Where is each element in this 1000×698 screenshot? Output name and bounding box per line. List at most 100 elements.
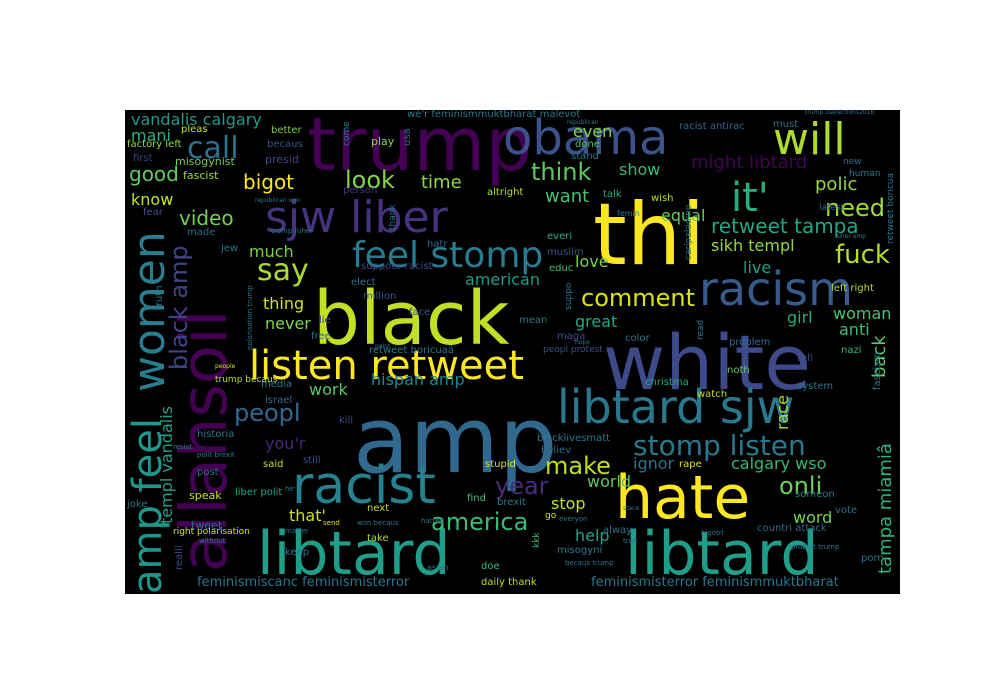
word-american: american — [465, 270, 540, 289]
word-doe: doe — [481, 561, 500, 572]
word-maga: maga — [557, 331, 586, 342]
word-calgary-wso: calgary wso — [731, 454, 827, 473]
word-peopl: peopl — [234, 399, 301, 427]
word-play: play — [371, 135, 395, 148]
word-obama: obama — [503, 110, 669, 166]
word-great: great — [575, 312, 618, 331]
word-republican-won: republican won — [255, 197, 301, 204]
word-peopl-protest: peopl protest — [543, 345, 603, 355]
word-face: face — [409, 307, 431, 318]
word-christma: christma — [645, 377, 689, 388]
word-made: made — [187, 227, 216, 238]
word-million: million — [363, 291, 397, 302]
word-left-right: left right — [831, 283, 874, 294]
word-thank: thank — [388, 204, 398, 230]
word-problem: problem — [729, 337, 771, 348]
word-hatred: hatred — [421, 517, 444, 525]
word-kill: kill — [339, 415, 354, 426]
word-polic: polic — [815, 174, 858, 195]
word-better: better — [271, 125, 302, 136]
word-year: year — [495, 472, 549, 500]
word-feminismisterror: feminismisterror feminismmuktbharat — [591, 575, 839, 590]
word-trump: trump — [307, 110, 533, 188]
word-ignor: ignor — [633, 454, 675, 473]
word-polit-brexit: polit brexit — [197, 451, 235, 459]
word-listen-retweet: listen retweet — [249, 343, 524, 389]
word-daily-thank: daily thank — [481, 577, 537, 588]
word-feel-stomp: feel stomp — [352, 235, 544, 276]
word-work: work — [309, 380, 348, 399]
word-rape: rape — [679, 459, 702, 470]
word-femin: femin — [617, 209, 640, 218]
word-keep: keep — [285, 547, 310, 558]
word-feminismiscanc: feminismiscanc feminismisterror — [197, 575, 410, 590]
word-fascist: fascist — [183, 169, 219, 182]
word-protest-trump: protest trump — [791, 543, 840, 551]
word-people: people — [215, 363, 236, 370]
word-your: you'r — [265, 434, 306, 453]
word-suppo: suppo — [564, 282, 574, 310]
word-will: will — [773, 114, 846, 165]
word-true: true — [623, 537, 638, 545]
word-tell: tell — [797, 353, 813, 364]
word-make: make — [545, 452, 611, 480]
word-america: america — [431, 508, 529, 536]
word-becaus-trump: becaus trump — [565, 559, 614, 567]
word-fuck: fuck — [835, 240, 890, 270]
word-wish: wish — [651, 193, 674, 204]
word-next: next — [367, 503, 390, 514]
word-media: media — [261, 379, 293, 390]
word-say: say — [257, 253, 309, 288]
word-libtard-2: libtard — [625, 519, 819, 589]
word-show: show — [619, 160, 661, 179]
word-find: find — [467, 493, 486, 504]
word-histori: historia — [197, 429, 235, 440]
word-help: help — [575, 526, 610, 545]
word-send: send — [323, 519, 340, 527]
word-call: call — [187, 131, 239, 166]
word-vandalis-calgary: vandalis calgary — [131, 110, 262, 129]
word-stop: stop — [551, 494, 586, 513]
word-alway: alway — [603, 525, 633, 536]
word-noth: noth — [727, 365, 750, 376]
word-israel: israel — [265, 395, 293, 406]
word-hate: hate — [615, 463, 751, 533]
word-polarisation-trump: polarisation trump — [246, 285, 254, 350]
word-come: come — [342, 121, 352, 146]
word-everi: everi — [547, 231, 573, 242]
word-time: time — [421, 172, 462, 193]
word-cloud: amp white black thi trump hate libtard l… — [125, 110, 900, 594]
word-everyon: everyon — [559, 515, 588, 523]
word-usa: usa — [402, 128, 413, 146]
word-woman: woman — [833, 304, 892, 323]
word-fear: fear — [143, 207, 163, 218]
word-girl: girl — [787, 308, 813, 327]
word-amp: amp — [353, 387, 558, 494]
word-matter: matter — [285, 527, 309, 535]
word-black-amp: black amp — [165, 245, 193, 370]
word-anti: anti — [839, 320, 870, 339]
word-mani: mani — [131, 126, 171, 145]
word-asian: asian — [427, 563, 449, 572]
word-hope: hope — [575, 339, 590, 346]
word-white: white — [603, 318, 811, 407]
word-muslim: muslim — [547, 247, 584, 258]
word-color: color — [625, 333, 650, 344]
word-racism: racism — [699, 262, 853, 316]
word-porn: porn — [861, 553, 884, 564]
word-talk: talk — [603, 189, 622, 200]
word-live: live — [743, 258, 772, 277]
word-even: even — [573, 122, 613, 141]
word-presid: presid — [265, 153, 299, 166]
word-suppoer-racist: suppoer racist — [361, 261, 433, 272]
word-look: look — [345, 166, 395, 194]
word-still: still — [303, 455, 321, 466]
word-latest: latest — [819, 203, 845, 213]
word-won-becaus: won becaus — [357, 519, 399, 527]
word-thing: thing — [263, 294, 305, 313]
word-hispan-amp: hispan amp — [371, 370, 465, 389]
word-free: free — [311, 331, 331, 342]
word-retweet-boricua: retweet boricua — [886, 173, 896, 244]
word-first: first — [133, 153, 153, 164]
word-race: race — [773, 394, 792, 430]
